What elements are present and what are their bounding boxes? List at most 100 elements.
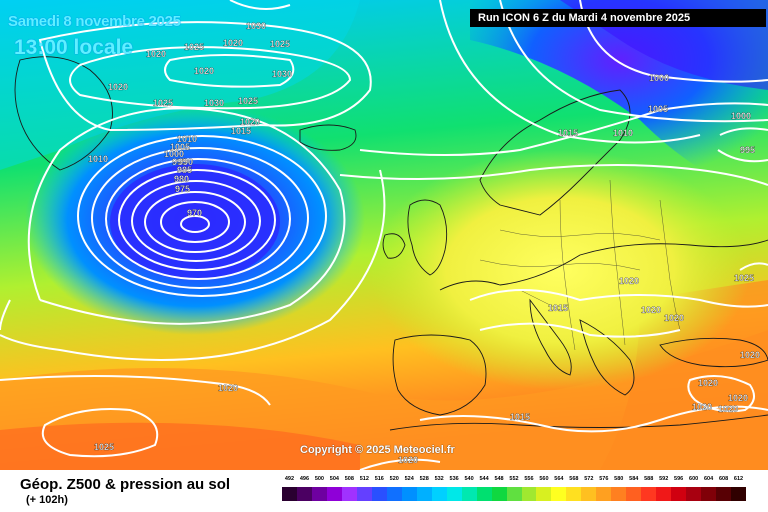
isobar-label: 1000	[649, 73, 669, 83]
isobars	[0, 0, 768, 470]
legend-swatch	[282, 487, 297, 501]
legend-swatch	[551, 487, 567, 501]
isobar-label: 1020	[698, 378, 718, 388]
isobar-1000	[91, 147, 309, 289]
isobar-1020-south-med	[419, 405, 768, 433]
legend-label: 556	[524, 476, 534, 482]
isobar-label: 1020	[728, 393, 748, 403]
isobar-995	[105, 158, 291, 280]
legend-label: 540	[464, 476, 474, 482]
isobar-label: 1020	[223, 38, 243, 48]
coastlines	[14, 56, 768, 431]
isobar-label: 1020	[218, 383, 238, 393]
isobar-label: 1015	[558, 128, 578, 138]
footer: Géop. Z500 & pression au sol (+ 102h) 49…	[0, 470, 768, 512]
isobar-1030-top	[229, 0, 291, 10]
legend-swatch	[521, 487, 537, 501]
legend-label: 604	[703, 476, 714, 482]
isobar-label: 1030	[246, 21, 266, 31]
forecast-offset: (+ 102h)	[26, 494, 68, 506]
isobar-label: 1015	[510, 412, 530, 422]
legend-label: 600	[689, 476, 699, 482]
isobar-1020-south	[0, 375, 271, 406]
isobar-label: 1020	[740, 350, 760, 360]
legend-label: 560	[539, 476, 549, 482]
legend-swatch	[461, 487, 477, 501]
legend-label: 592	[659, 476, 669, 482]
isobar-label: 1000	[731, 111, 751, 121]
borders	[479, 179, 681, 351]
legend-swatch	[341, 487, 357, 501]
isobar-label: 970	[187, 208, 202, 218]
legend-swatch	[446, 487, 462, 501]
legend-swatch	[641, 487, 657, 501]
cold-nw	[0, 0, 360, 170]
isobar-1025-east	[739, 262, 768, 271]
legend-label: 536	[449, 476, 459, 482]
legend-swatch	[311, 487, 327, 501]
legend-swatch	[626, 487, 642, 501]
legend-swatch	[416, 487, 432, 501]
legend-label: 608	[718, 476, 729, 482]
legend-swatch	[371, 487, 387, 501]
isobar-1015-north	[359, 102, 768, 156]
legend-swatch	[386, 487, 402, 501]
map-canvas: 1030 1020 1025 1020 1025 1020 1030 1020 …	[0, 0, 768, 470]
weather-map: 1030 1020 1025 1020 1025 1020 1030 1020 …	[0, 0, 768, 470]
isobar-label: 1030	[272, 69, 292, 79]
legend-swatch	[716, 487, 732, 501]
legend-label: 564	[554, 476, 564, 482]
legend-swatch	[431, 487, 447, 501]
isobar-1020-africa	[359, 458, 441, 470]
legend-label: 612	[733, 476, 744, 482]
legend-swatch	[656, 487, 672, 501]
legend-label: 516	[374, 476, 384, 482]
legend-label: 504	[329, 476, 339, 482]
isobar-label: 1025	[270, 39, 290, 49]
isobar-1020-nw	[38, 21, 372, 132]
isobar-label: 975	[175, 184, 190, 194]
legend-label: 548	[494, 476, 504, 482]
isobar-label: 1005	[648, 104, 668, 114]
legend-label: 580	[614, 476, 624, 482]
legend-label: 500	[314, 476, 324, 482]
isobar-label: 1030	[204, 98, 224, 108]
legend-swatch	[596, 487, 612, 501]
legend-swatch	[401, 487, 417, 501]
legend-label: 532	[434, 476, 444, 482]
isobar-1025-nw	[69, 46, 352, 110]
legend-label: 492	[284, 476, 295, 482]
legend-swatch	[536, 487, 552, 501]
legend-label: 528	[419, 476, 429, 482]
isobar-1005-ne	[499, 0, 768, 123]
isobar-975	[160, 201, 230, 243]
legend-swatch	[611, 487, 627, 501]
isobar-label: 980	[174, 174, 189, 184]
ridge-europe	[370, 150, 750, 390]
isobar-990	[118, 169, 276, 271]
legend-label: 524	[404, 476, 414, 482]
legend-swatch	[491, 487, 507, 501]
isobar-1000-ne	[579, 0, 768, 83]
isobar-1015-mid	[339, 164, 768, 186]
isobar-985	[131, 180, 261, 262]
isobar-label: 995	[740, 145, 755, 155]
isobar-980	[144, 191, 246, 253]
legend-swatch	[356, 487, 372, 501]
isobar-label: 1020	[692, 402, 712, 412]
copyright: Copyright © 2025 Meteociel.fr	[300, 444, 455, 456]
isobar-label: 1015	[231, 126, 251, 136]
isobar-label: 1020	[194, 66, 214, 76]
legend-swatch	[581, 487, 597, 501]
legend-label: 568	[569, 476, 579, 482]
isobar-1020-east	[687, 375, 755, 413]
legend-label: 512	[359, 476, 369, 482]
isobar-label: 1020	[146, 49, 166, 59]
isobar-label: 1020	[398, 455, 418, 465]
run-banner: Run ICON 6 Z du Mardi 4 novembre 2025	[470, 9, 766, 27]
isobar-1015-europe	[479, 322, 681, 338]
legend-swatch	[506, 487, 522, 501]
isobar-label: 1025	[153, 98, 173, 108]
isobar-label: 1025	[94, 442, 114, 452]
map-title: Géop. Z500 & pression au sol	[20, 476, 231, 493]
